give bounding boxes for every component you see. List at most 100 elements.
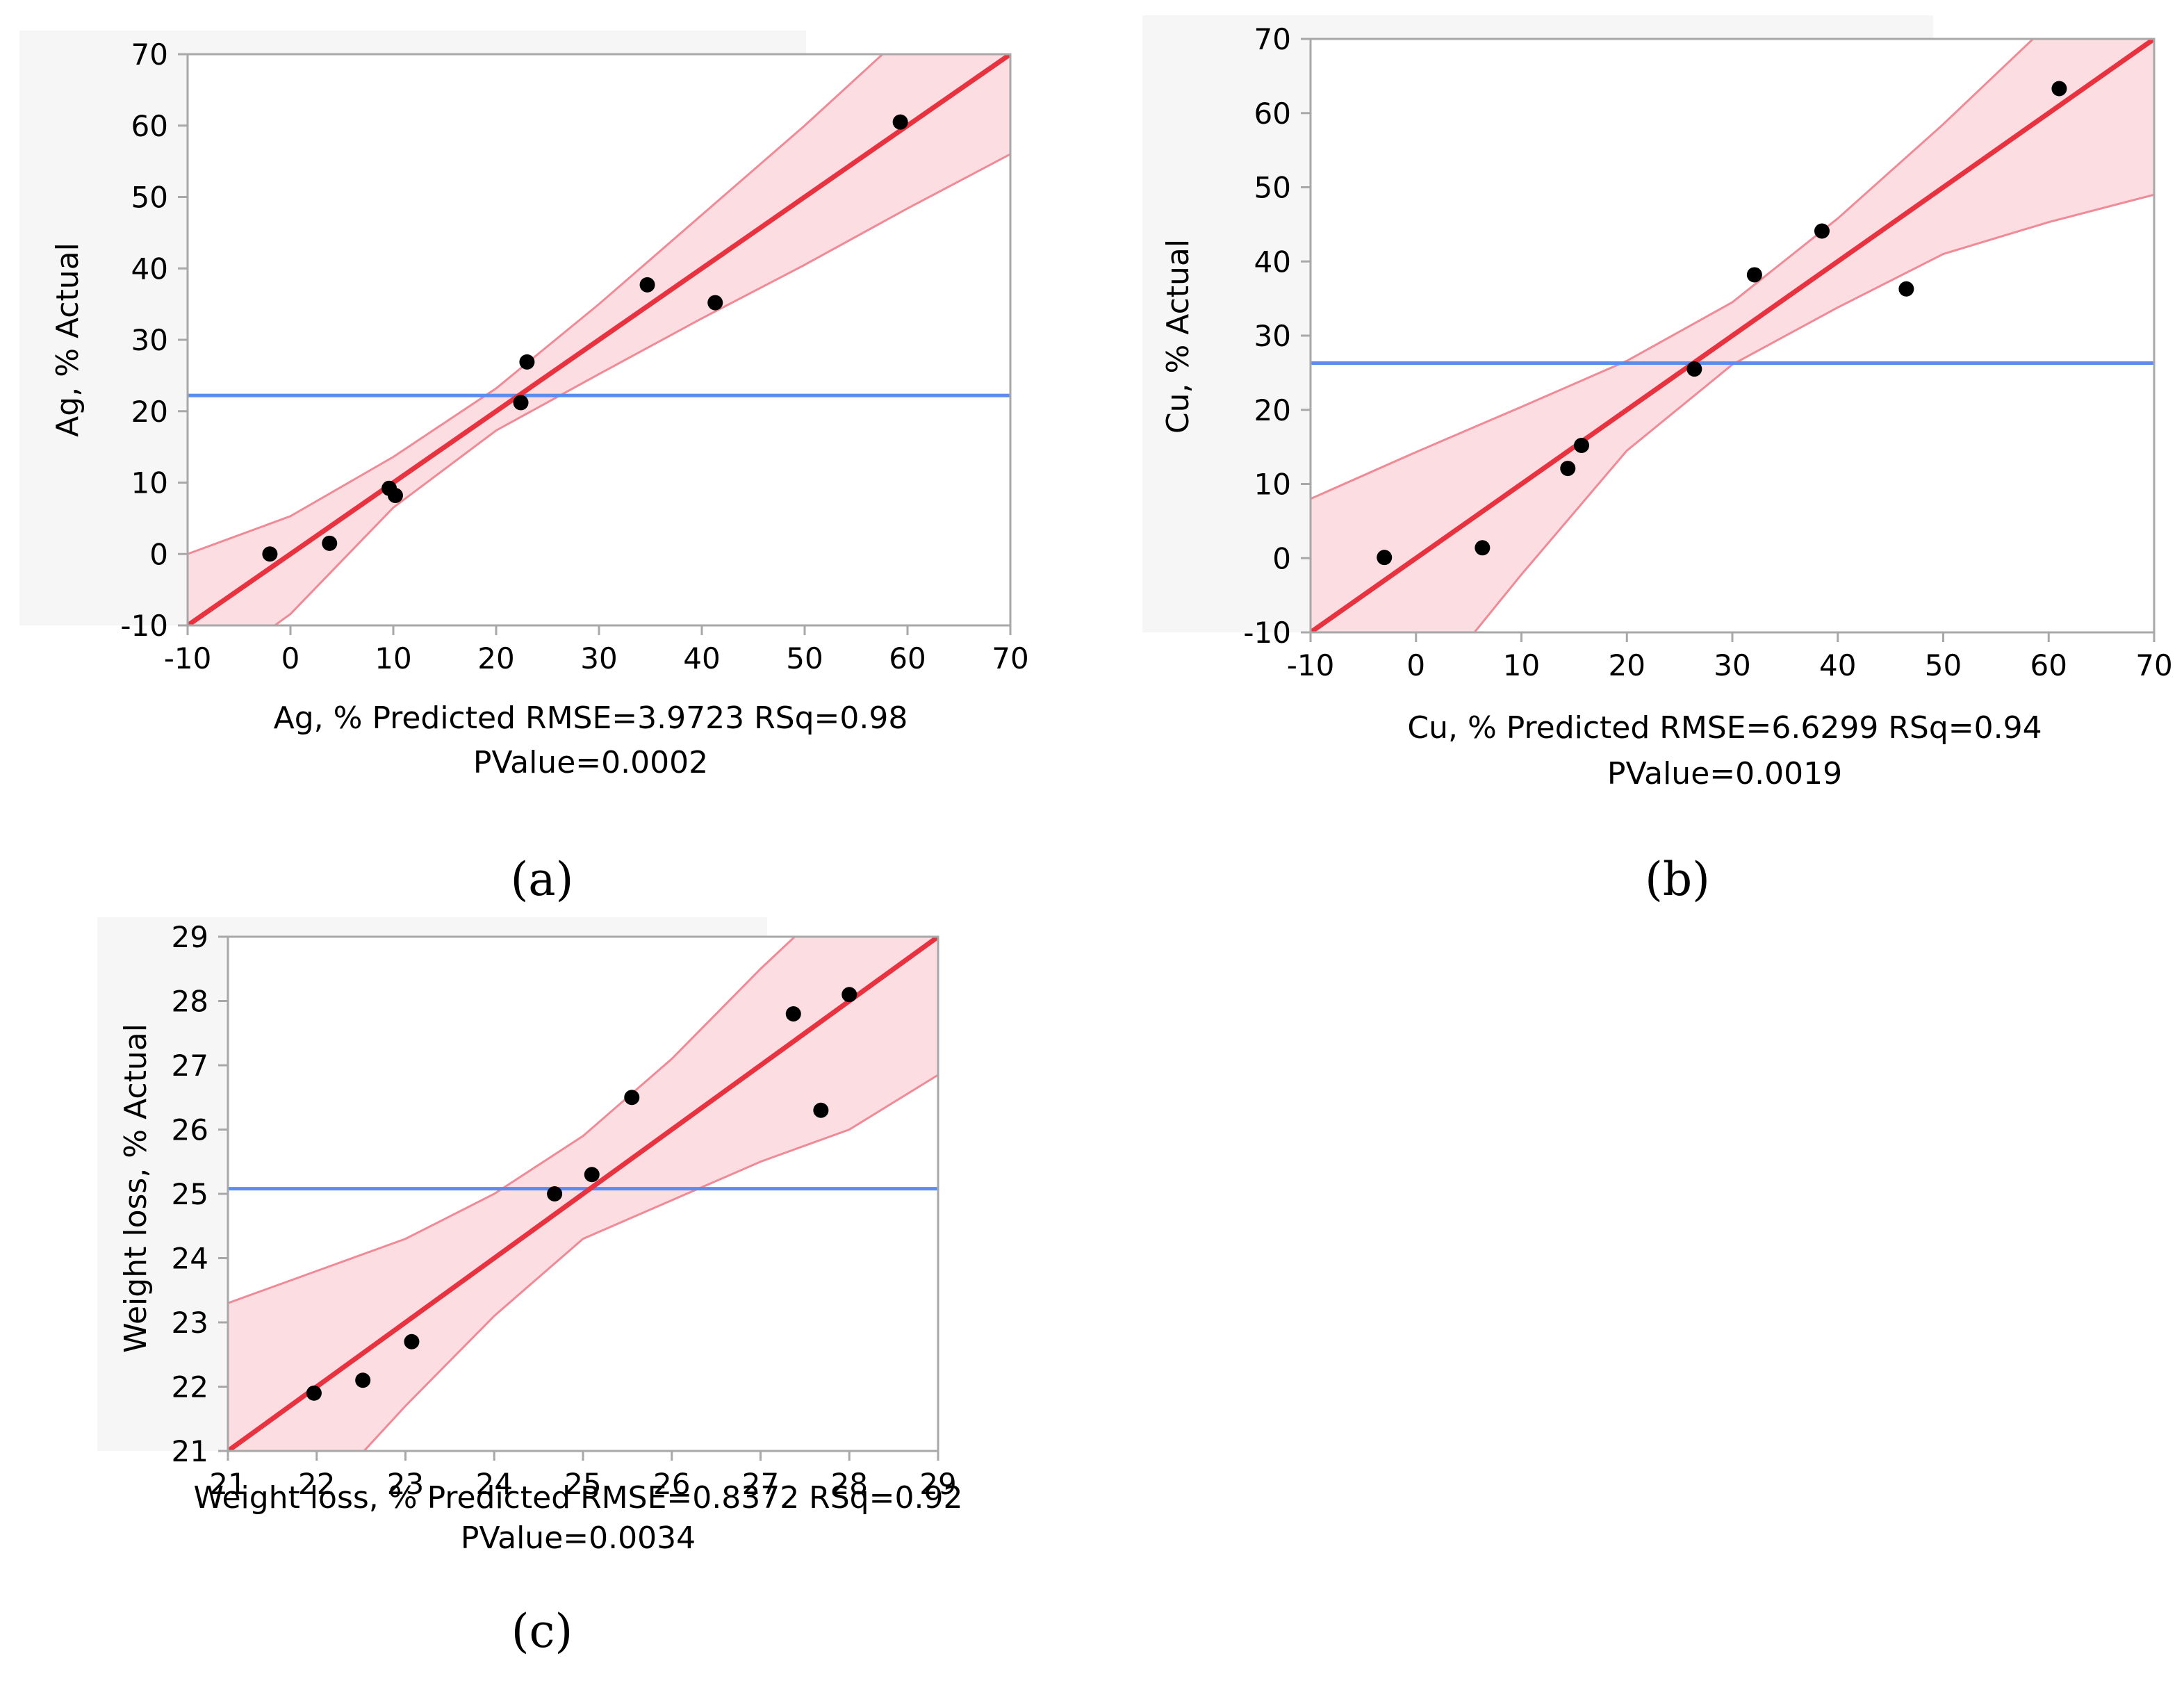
data-point-b-1: [1475, 540, 1491, 556]
data-point-b-5: [1746, 267, 1762, 283]
data-point-a-7: [707, 295, 723, 311]
y-tick-label-c-5: 24: [172, 1242, 208, 1276]
data-point-b-7: [1898, 281, 1914, 297]
x-tick-label-a-0: -10: [164, 641, 212, 675]
y-tick-label-b-2: 50: [1254, 171, 1291, 205]
confidence-lower-a: [272, 153, 1010, 625]
y-tick-label-c-4: 25: [172, 1177, 208, 1211]
data-point-c-1: [355, 1372, 371, 1388]
chart-panel-a: -10 0 10 20 30 40 50 60 70 70 60 50 40 30 20 10 0 -10 Ag…: [0, 0, 1098, 917]
x-tick-label-a-2: 10: [375, 641, 411, 675]
data-point-c-7: [813, 1102, 829, 1118]
confidence-upper-c: [228, 937, 796, 1304]
y-tick-label-a-6: 10: [131, 466, 168, 500]
data-point-a-8: [892, 114, 908, 130]
chart-panel-c: 21 22 23 24 25 26 27 28 29 29 28 27 26 25 24 23 22 21 We…: [0, 889, 1098, 1687]
x-tick-label-b-3: 20: [1609, 648, 1645, 682]
y-tick-label-c-7: 22: [172, 1370, 208, 1404]
x-tick-label-a-3: 20: [477, 641, 514, 675]
data-points-c: [306, 987, 857, 1401]
data-point-a-1: [322, 535, 338, 551]
y-tick-label-c-8: 21: [172, 1434, 208, 1468]
x-tick-label-b-6: 50: [1925, 648, 1962, 682]
x-axis-subtitle-a: PValue=0.0002: [473, 745, 708, 780]
x-tick-label-c-8: 29: [919, 1467, 956, 1501]
x-tick-label-a-5: 40: [683, 641, 720, 675]
data-points-a: [262, 114, 908, 562]
chart-c-svg: 21 22 23 24 25 26 27 28 29 29 28 27 26 25 24 23 22 21 We…: [97, 917, 963, 1658]
confidence-upper-a: [188, 54, 885, 555]
panel-label-c: (c): [511, 1605, 573, 1658]
data-point-b-6: [1814, 223, 1830, 239]
panel-label-b: (b): [1645, 853, 1710, 906]
x-tick-label-b-0: -10: [1287, 648, 1335, 682]
data-point-c-4: [584, 1167, 600, 1183]
fit-line-segment-b: [1311, 39, 2154, 632]
x-tick-label-c-6: 27: [742, 1467, 779, 1501]
data-point-a-6: [639, 277, 655, 293]
x-ticks-c: 21 22 23 24 25 26 27 28 29: [209, 1451, 957, 1501]
confidence-upper-b: [1311, 39, 2035, 500]
y-tick-label-a-3: 40: [131, 252, 168, 286]
x-tick-label-a-8: 70: [992, 641, 1028, 675]
y-ticks-b: 70 60 50 40 30 20 10 0 -10: [1243, 22, 1311, 650]
x-tick-label-a-6: 50: [786, 641, 823, 675]
x-tick-label-b-5: 40: [1819, 648, 1856, 682]
y-tick-label-b-7: 0: [1272, 541, 1291, 575]
x-ticks-b: -10 0 10 20 30 40 50 60 70: [1287, 632, 2173, 682]
x-axis-subtitle-b: PValue=0.0019: [1607, 756, 1842, 791]
chart-a-svg: -10 0 10 20 30 40 50 60 70 70 60 50 40 30 20 10 0 -10 Ag…: [19, 31, 1029, 906]
y-tick-label-c-6: 23: [172, 1306, 208, 1340]
data-point-a-0: [262, 546, 278, 562]
y-tick-label-b-3: 40: [1254, 245, 1291, 279]
fit-line-a: [188, 54, 1010, 625]
confidence-lower-c: [362, 1074, 938, 1451]
data-point-c-8: [841, 987, 857, 1003]
y-axis-title-b: Cu, % Actual: [1160, 239, 1196, 434]
y-tick-label-b-5: 20: [1254, 393, 1291, 427]
x-tick-label-c-3: 24: [476, 1467, 513, 1501]
x-tick-label-c-0: 21: [209, 1467, 246, 1501]
fit-line-c: [228, 937, 938, 1451]
fit-line-segment-a: [188, 54, 1010, 625]
x-tick-label-c-5: 26: [653, 1467, 690, 1501]
x-axis-title-a: Ag, % Predicted RMSE=3.9723 RSq=0.98: [274, 700, 908, 736]
data-point-a-3: [387, 487, 403, 503]
data-point-b-0: [1377, 550, 1393, 566]
y-tick-label-c-3: 26: [172, 1113, 208, 1147]
data-point-c-3: [547, 1186, 563, 1201]
y-tick-label-a-7: 0: [149, 537, 168, 571]
data-point-c-6: [785, 1006, 801, 1022]
x-tick-label-c-1: 22: [298, 1467, 335, 1501]
x-tick-label-a-1: 0: [281, 641, 300, 675]
x-tick-label-b-8: 70: [2135, 648, 2172, 682]
y-tick-label-c-1: 28: [172, 985, 208, 1019]
y-tick-label-c-0: 29: [172, 920, 208, 954]
data-point-a-5: [519, 354, 535, 370]
x-tick-label-c-2: 23: [387, 1467, 424, 1501]
data-point-c-2: [404, 1334, 420, 1349]
y-tick-label-a-0: 70: [131, 38, 168, 72]
x-axis-title-c: Weight loss, % Predicted RMSE=0.8372 RSq…: [194, 1480, 963, 1516]
y-ticks-c: 29 28 27 26 25 24 23 22 21: [172, 920, 228, 1468]
data-points-b: [1377, 81, 2067, 566]
x-tick-label-c-4: 25: [564, 1467, 601, 1501]
y-tick-label-b-4: 30: [1254, 319, 1291, 353]
x-tick-label-c-7: 28: [831, 1467, 868, 1501]
y-tick-label-b-6: 10: [1254, 468, 1291, 502]
y-tick-label-c-2: 27: [172, 1049, 208, 1083]
x-tick-label-a-4: 30: [580, 641, 617, 675]
x-ticks-a: -10 0 10 20 30 40 50 60 70: [164, 625, 1029, 675]
fit-line-b: [1311, 39, 2154, 632]
y-tick-label-a-2: 50: [131, 181, 168, 215]
y-tick-label-b-1: 60: [1254, 97, 1291, 131]
y-tick-label-b-8: -10: [1243, 616, 1291, 650]
data-point-b-3: [1573, 437, 1589, 453]
chart-panel-b: -10 0 10 20 30 40 50 60 70 70 60 50 40 30 20 10 0 -10 Cu…: [1098, 0, 2184, 917]
y-axis-title-c: Weight loss, % Actual: [118, 1024, 154, 1353]
data-point-c-5: [624, 1090, 640, 1106]
chart-b-svg: -10 0 10 20 30 40 50 60 70 70 60 50 40 30 20 10 0 -10 Cu…: [1142, 15, 2173, 906]
data-point-b-2: [1560, 461, 1576, 477]
data-point-b-4: [1686, 361, 1702, 377]
y-tick-label-b-0: 70: [1254, 22, 1291, 56]
